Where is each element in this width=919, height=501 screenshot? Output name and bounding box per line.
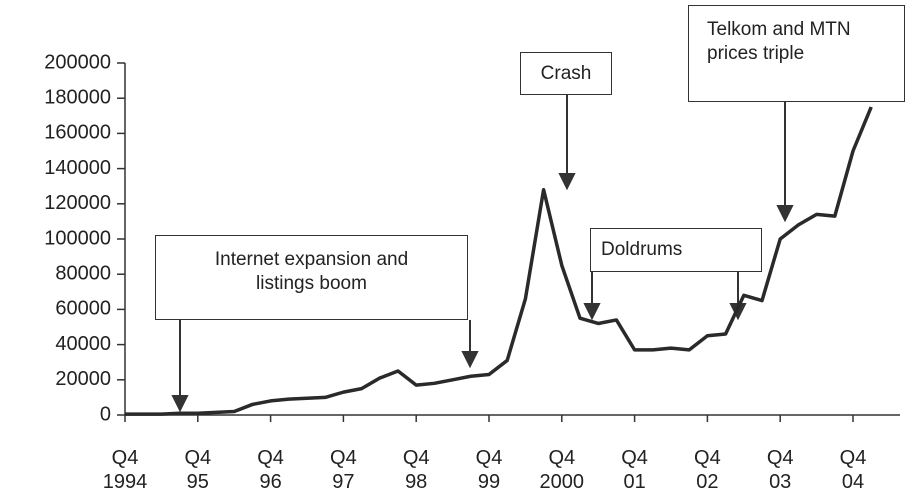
y-tick-label: 160000: [44, 122, 111, 144]
y-tick-label: 120000: [44, 192, 111, 214]
x-tick-label: Q4 01: [621, 447, 648, 493]
x-tick-label: Q4 02: [694, 447, 721, 493]
x-tick-label: Q4 03: [766, 447, 794, 493]
x-tick-label: Q4 97: [330, 447, 357, 493]
arrow-head: [583, 303, 601, 321]
x-tick-label: Q4 04: [839, 447, 867, 493]
x-tick-label: Q4 96: [257, 447, 284, 493]
y-tick-label: 140000: [44, 157, 111, 179]
annotation: Crash: [520, 52, 612, 95]
arrow-head: [558, 173, 576, 191]
y-tick-label: 40000: [55, 333, 111, 355]
y-tick-label: 80000: [55, 262, 111, 284]
x-tick-label: Q4 95: [184, 447, 212, 493]
arrows: [171, 95, 794, 413]
arrow-head: [171, 395, 189, 413]
y-tick-label: 200000: [44, 51, 111, 73]
y-tick-label: 20000: [55, 368, 111, 390]
arrow-head: [776, 205, 794, 223]
arrow-head: [461, 351, 479, 369]
y-tick-label: 180000: [44, 86, 111, 108]
y-tick-label: 100000: [44, 227, 111, 249]
annotation: Internet expansion and listings boom: [155, 235, 468, 320]
y-tick-label: 0: [100, 403, 111, 425]
x-tick-label: Q4 2000: [539, 447, 585, 493]
annotation: Telkom and MTN prices triple: [688, 5, 905, 102]
x-tick-label: Q4 1994: [102, 447, 148, 493]
x-tick-label: Q4 99: [475, 447, 503, 493]
annotation: Doldrums: [590, 228, 762, 272]
x-tick-label: Q4 98: [402, 447, 430, 493]
y-tick-label: 60000: [55, 298, 111, 320]
data-line: [125, 106, 873, 416]
